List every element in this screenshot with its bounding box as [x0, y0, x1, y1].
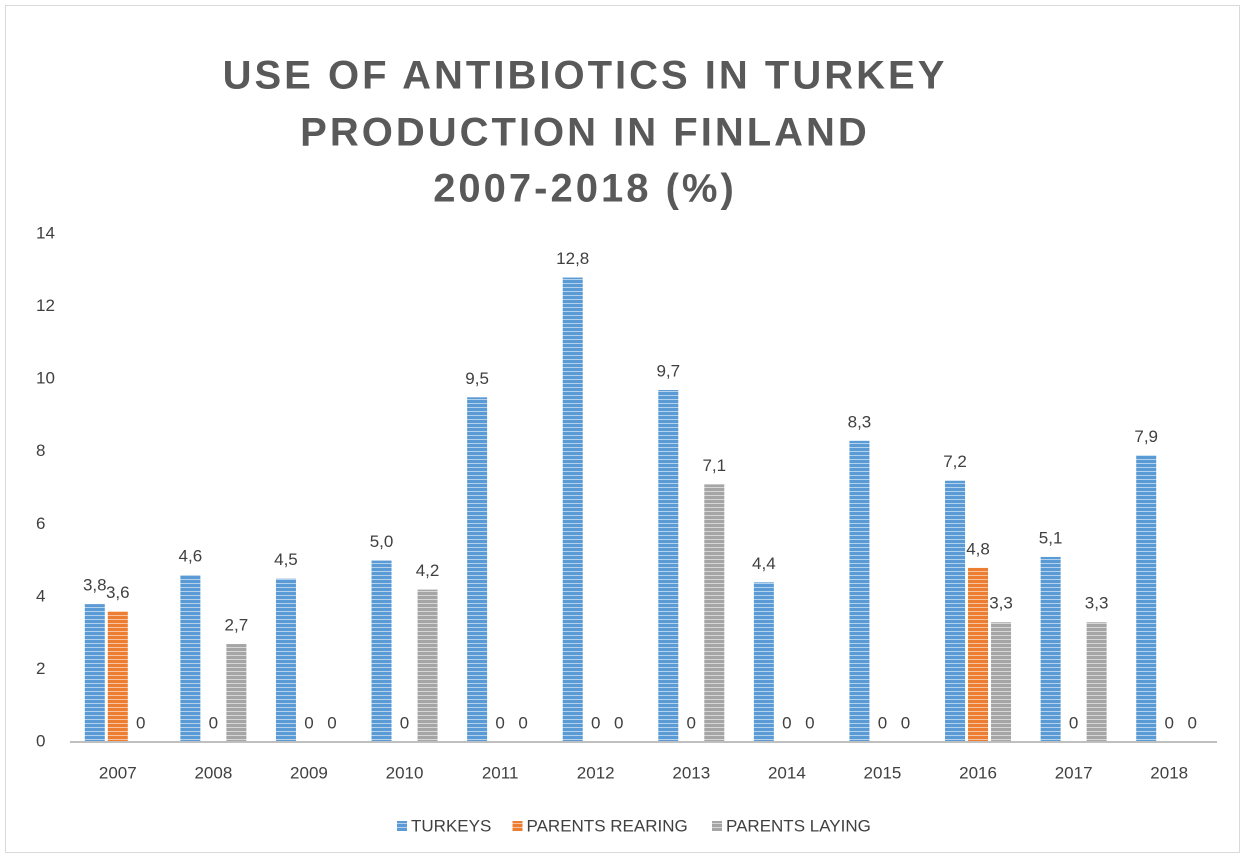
data-label: 0 [304, 713, 313, 732]
data-label: 0 [614, 713, 623, 732]
legend-label: PARENTS REARING [527, 816, 688, 835]
data-label: 0 [687, 713, 696, 732]
bar [849, 440, 870, 742]
bar [945, 480, 966, 742]
data-label: 0 [901, 713, 910, 732]
legend-swatch [397, 821, 407, 831]
x-tick-label: 2007 [99, 763, 137, 782]
bar [1136, 455, 1157, 742]
data-label: 2,7 [225, 616, 249, 635]
legend-swatch [512, 821, 523, 831]
bar [1086, 622, 1107, 742]
data-label: 3,3 [989, 594, 1013, 613]
data-label: 8,3 [848, 412, 872, 431]
bar [991, 622, 1012, 742]
data-label: 0 [136, 713, 145, 732]
bar [1040, 556, 1061, 742]
bar [371, 560, 392, 742]
bar [417, 589, 438, 742]
data-label: 7,2 [943, 452, 967, 471]
x-tick-label: 2012 [577, 763, 615, 782]
data-label: 0 [878, 713, 887, 732]
x-tick-label: 2009 [290, 763, 328, 782]
data-label: 0 [518, 713, 527, 732]
chart-title: PRODUCTION IN FINLAND [300, 111, 870, 155]
legend-label: PARENTS LAYING [726, 816, 871, 835]
data-label: 5,1 [1039, 528, 1063, 547]
data-label: 0 [1069, 713, 1078, 732]
y-tick-label: 12 [36, 296, 55, 315]
bar [226, 644, 247, 742]
y-tick-label: 6 [36, 514, 45, 533]
data-label: 0 [1164, 713, 1173, 732]
data-label: 0 [805, 713, 814, 732]
chart-title: 2007-2018 (%) [433, 167, 737, 211]
x-tick-label: 2014 [768, 763, 806, 782]
bar [180, 575, 201, 742]
data-label: 0 [591, 713, 600, 732]
bar [658, 390, 679, 742]
legend-label: TURKEYS [411, 816, 491, 835]
legend-swatch [712, 821, 722, 831]
data-label: 3,3 [1085, 594, 1109, 613]
data-label: 0 [327, 713, 336, 732]
bar [753, 582, 774, 742]
bar [107, 611, 128, 742]
data-label: 0 [495, 713, 504, 732]
y-tick-label: 2 [36, 659, 45, 678]
y-tick-label: 14 [36, 223, 55, 242]
data-label: 3,8 [83, 576, 107, 595]
data-label: 4,4 [752, 554, 776, 573]
data-label: 4,5 [274, 550, 298, 569]
data-label: 4,2 [416, 561, 440, 580]
x-tick-label: 2015 [864, 763, 902, 782]
data-label: 9,5 [465, 369, 489, 388]
bar [968, 567, 989, 742]
x-tick-label: 2010 [386, 763, 424, 782]
data-label: 7,1 [702, 456, 726, 475]
data-label: 0 [209, 713, 218, 732]
x-tick-label: 2013 [672, 763, 710, 782]
bar [562, 277, 583, 742]
data-label: 4,8 [966, 539, 990, 558]
data-label: 12,8 [556, 249, 589, 268]
y-tick-label: 4 [36, 586, 45, 605]
chart-border [5, 5, 1240, 853]
x-tick-label: 2016 [959, 763, 997, 782]
data-label: 4,6 [179, 547, 203, 566]
y-tick-label: 0 [36, 731, 45, 750]
data-label: 3,6 [106, 583, 130, 602]
y-tick-label: 10 [36, 369, 55, 388]
bar [467, 397, 488, 742]
bar [275, 578, 296, 742]
bar [704, 484, 725, 742]
data-label: 5,0 [370, 532, 394, 551]
data-label: 0 [1187, 713, 1196, 732]
x-tick-label: 2011 [482, 763, 519, 782]
x-tick-label: 2018 [1150, 763, 1188, 782]
data-label: 9,7 [656, 362, 680, 381]
x-tick-label: 2008 [194, 763, 232, 782]
y-tick-label: 8 [36, 441, 45, 460]
data-label: 0 [400, 713, 409, 732]
x-tick-label: 2017 [1055, 763, 1093, 782]
data-label: 7,9 [1134, 427, 1158, 446]
chart-title: USE OF ANTIBIOTICS IN TURKEY [223, 54, 948, 98]
data-label: 0 [782, 713, 791, 732]
bar [84, 604, 105, 742]
